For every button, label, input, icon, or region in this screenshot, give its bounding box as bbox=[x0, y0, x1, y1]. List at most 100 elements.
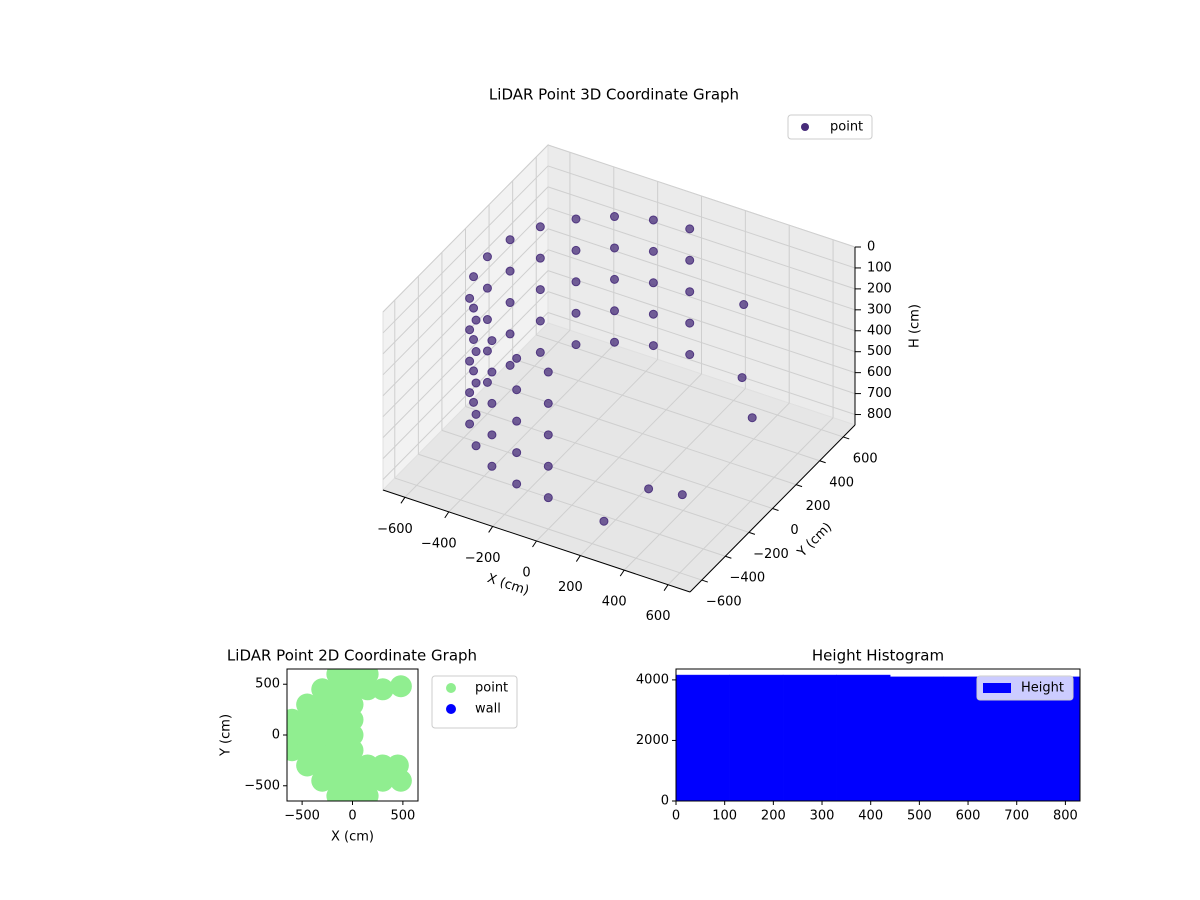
point bbox=[311, 678, 334, 701]
grid-line bbox=[394, 477, 702, 581]
y-tick-label: −400 bbox=[729, 571, 765, 586]
points bbox=[287, 669, 412, 801]
y-tick-label: −500 bbox=[244, 778, 280, 793]
grid-line bbox=[547, 249, 856, 353]
point bbox=[571, 214, 581, 224]
point bbox=[599, 516, 609, 526]
y-tick bbox=[819, 460, 826, 464]
y-tick-label: 200 bbox=[806, 499, 831, 514]
point bbox=[610, 274, 619, 284]
point bbox=[326, 739, 349, 762]
point bbox=[571, 340, 581, 350]
point bbox=[341, 724, 364, 746]
point bbox=[610, 337, 619, 347]
x-tick-label: 600 bbox=[646, 609, 671, 624]
point bbox=[543, 430, 553, 440]
point bbox=[487, 430, 497, 440]
point bbox=[543, 367, 553, 377]
point bbox=[326, 724, 349, 746]
grid-line bbox=[547, 165, 856, 269]
legend-label: point bbox=[475, 681, 508, 696]
point bbox=[571, 277, 581, 287]
z-axis-label: H (cm) bbox=[908, 304, 923, 348]
point bbox=[311, 708, 334, 731]
point bbox=[326, 678, 349, 701]
x-tick bbox=[663, 584, 669, 591]
point bbox=[465, 419, 475, 429]
point bbox=[471, 315, 481, 325]
legend-label: Height bbox=[1021, 681, 1064, 696]
point bbox=[341, 769, 364, 792]
x-tick bbox=[575, 555, 581, 562]
y-tick bbox=[772, 508, 779, 511]
point bbox=[469, 334, 479, 344]
x-tick-label: 400 bbox=[858, 809, 883, 824]
point bbox=[341, 693, 364, 716]
point bbox=[482, 346, 492, 356]
x-tick-label: 0 bbox=[348, 809, 356, 824]
grid-line bbox=[547, 270, 856, 374]
x-axis-label: X (cm) bbox=[331, 830, 374, 845]
y-tick bbox=[843, 436, 850, 440]
y-tick-label: 600 bbox=[853, 451, 878, 466]
legend-box bbox=[787, 114, 873, 140]
y-tick-label: −600 bbox=[706, 595, 742, 610]
x-tick-label: −200 bbox=[465, 551, 501, 566]
point bbox=[535, 316, 545, 326]
point bbox=[326, 754, 349, 777]
chart-title: Height Histogram bbox=[812, 647, 944, 665]
y-tick-label: 2000 bbox=[636, 733, 669, 748]
point bbox=[389, 769, 412, 792]
point bbox=[469, 366, 479, 376]
point bbox=[326, 693, 349, 716]
point bbox=[311, 693, 334, 716]
x-tick-label: 300 bbox=[810, 809, 835, 824]
point bbox=[685, 255, 695, 265]
x-tick-label: 0 bbox=[672, 809, 680, 824]
y-axis bbox=[689, 424, 856, 593]
point bbox=[469, 272, 479, 282]
grid-line bbox=[382, 312, 549, 480]
y-tick-label: 0 bbox=[272, 728, 280, 743]
grid-line bbox=[547, 291, 856, 395]
point bbox=[685, 287, 695, 297]
z-tick-label: 700 bbox=[867, 386, 892, 401]
point bbox=[610, 306, 619, 316]
point bbox=[512, 416, 522, 426]
point bbox=[505, 329, 515, 339]
point bbox=[535, 222, 545, 232]
grid-line bbox=[547, 186, 856, 290]
grid-line bbox=[382, 186, 549, 355]
x-tick-label: 200 bbox=[558, 580, 583, 595]
point bbox=[296, 739, 319, 762]
point bbox=[512, 479, 522, 489]
point bbox=[371, 769, 394, 792]
point bbox=[371, 678, 394, 701]
point bbox=[487, 461, 497, 471]
grid-line bbox=[547, 144, 856, 248]
x-tick bbox=[532, 540, 537, 548]
point bbox=[505, 298, 515, 308]
point bbox=[296, 754, 319, 777]
point bbox=[371, 754, 394, 777]
point bbox=[512, 448, 522, 458]
y-tick bbox=[725, 555, 732, 559]
axes-frame bbox=[675, 668, 1081, 802]
point bbox=[326, 769, 349, 792]
point bbox=[341, 739, 364, 762]
y-tick-label: 400 bbox=[829, 475, 854, 490]
histogram-bar bbox=[889, 676, 944, 802]
point bbox=[644, 484, 654, 494]
point bbox=[648, 341, 658, 351]
z-tick-label: 100 bbox=[867, 260, 892, 275]
point bbox=[465, 388, 475, 398]
y-tick-label: 500 bbox=[255, 677, 280, 692]
legend-marker bbox=[983, 683, 1011, 693]
point bbox=[296, 693, 319, 716]
chart-title: LiDAR Point 3D Coordinate Graph bbox=[489, 86, 739, 104]
point bbox=[648, 278, 658, 288]
grid-line bbox=[382, 207, 549, 376]
grid-line bbox=[382, 144, 549, 313]
point bbox=[747, 413, 757, 423]
